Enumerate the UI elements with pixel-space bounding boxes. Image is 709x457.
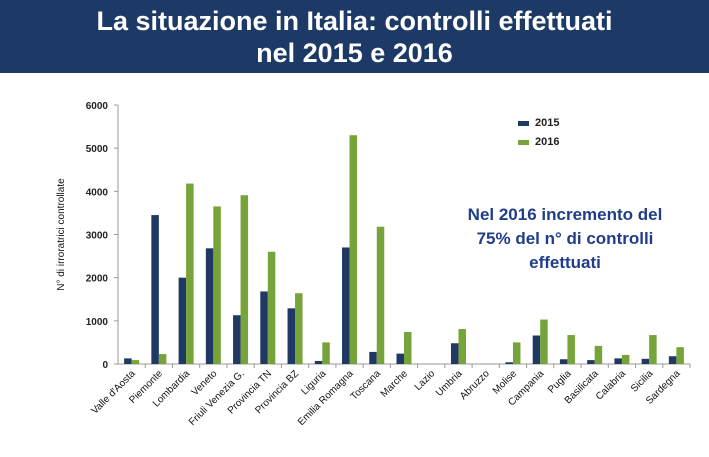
y-axis-label: N° di irroratrici controllate — [56, 178, 67, 291]
y-tick-label: 2000 — [86, 274, 109, 285]
bar-2016 — [213, 206, 221, 364]
x-tick-label: Lazio — [413, 368, 438, 393]
bar-2015 — [668, 356, 677, 364]
bar-2015 — [559, 359, 568, 364]
bar-2015 — [314, 360, 323, 364]
legend-swatch-2016 — [518, 140, 529, 145]
bar-2016 — [267, 251, 276, 364]
legend-label-2015: 2015 — [535, 117, 559, 129]
bar-2015 — [587, 360, 595, 364]
x-tick-label: Abruzzo — [458, 368, 492, 402]
y-tick-label: 5000 — [86, 144, 109, 155]
annotation-line2: 75% del n° di controlli — [476, 229, 654, 248]
bar-2015 — [342, 247, 350, 364]
bar-2015 — [532, 335, 541, 364]
bar-2016 — [567, 335, 575, 364]
bar-2015 — [641, 358, 650, 364]
slide-title-line1: La situazione in Italia: controlli effet… — [96, 5, 613, 36]
bar-2015 — [450, 343, 459, 364]
bar-chart: 0 1000 2000 3000 4000 5000 6000 N° di irroratri… — [56, 101, 691, 428]
bar-2016 — [158, 354, 167, 364]
y-tick-label: 3000 — [86, 231, 109, 242]
bar-2015 — [124, 358, 132, 364]
bar-2015 — [260, 291, 268, 364]
y-tick-label: 4000 — [86, 187, 109, 198]
bar-2015 — [505, 362, 513, 364]
slide-header: La situazione in Italia: controlli effet… — [0, 0, 709, 73]
x-tick-label: Calabria — [594, 368, 628, 402]
bar-2015 — [614, 358, 622, 364]
legend-label-2016: 2016 — [535, 136, 559, 148]
annotation-text: Nel 2016 incremento del 75% del n° di co… — [420, 203, 709, 275]
bar-2015 — [233, 315, 241, 364]
bar-2016 — [540, 319, 548, 364]
bar-2015 — [205, 248, 214, 364]
bar-2016 — [240, 195, 249, 364]
y-tick-label: 0 — [102, 360, 108, 371]
bar-2016 — [621, 354, 630, 364]
legend-swatch-2015 — [518, 121, 529, 126]
y-tick-label: 1000 — [86, 317, 109, 328]
bar-2016 — [404, 332, 412, 364]
bar-2015 — [369, 351, 377, 364]
bar-2016 — [649, 335, 657, 364]
x-tick-label: Valle d'Aosta — [89, 368, 138, 417]
bar-2016 — [512, 342, 521, 364]
bar-2016 — [376, 226, 385, 364]
bar-2016 — [458, 329, 466, 364]
annotation-line3: effettuati — [529, 253, 601, 272]
bar-2016 — [594, 345, 603, 364]
annotation-line1: Nel 2016 incremento del — [467, 205, 663, 224]
y-tick-label: 6000 — [86, 101, 109, 112]
x-tick-label: Toscana — [349, 368, 383, 402]
bar-2016 — [676, 347, 684, 364]
bar-2015 — [151, 215, 159, 364]
bar-2015 — [178, 277, 187, 364]
bar-2016 — [131, 360, 140, 364]
slide-title-line2: nel 2015 e 2016 — [256, 37, 453, 68]
bar-2015 — [287, 308, 296, 364]
bar-2016 — [295, 293, 303, 364]
x-tick-label: Marche — [379, 368, 411, 400]
bar-2015 — [396, 353, 404, 364]
bar-2016 — [322, 342, 330, 364]
bar-2016 — [349, 135, 358, 364]
bar-2016 — [186, 183, 194, 364]
